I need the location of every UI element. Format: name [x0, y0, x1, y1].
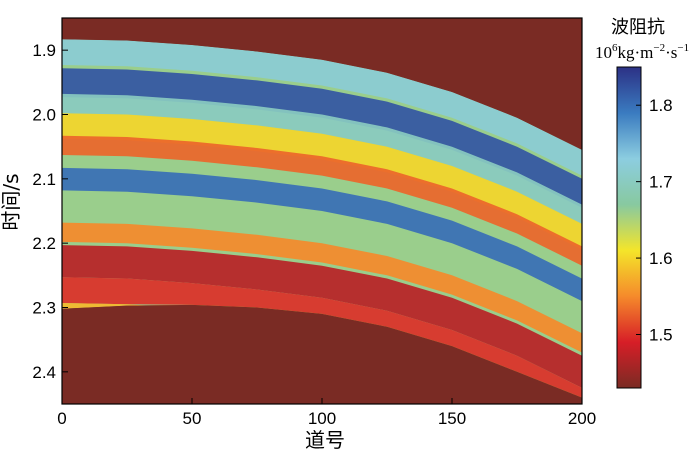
colorbar-ticks: 1.8 1.7 1.6 1.5 — [636, 96, 673, 345]
impedance-layer-9 — [62, 277, 582, 398]
x-tick-label: 150 — [438, 409, 466, 428]
impedance-layer-3 — [62, 113, 582, 250]
y-axis-label: 时间/s — [0, 173, 23, 230]
impedance-layer-7 — [62, 222, 582, 353]
unit-main: kg·m — [618, 43, 654, 62]
colorbar-tick-label: 1.5 — [649, 326, 673, 345]
x-tick-label: 50 — [183, 409, 202, 428]
colorbar-gradient — [616, 66, 642, 389]
impedance-layer-2 — [62, 93, 582, 224]
y-tick-label: 2.0 — [32, 106, 56, 125]
y-tick-label: 1.9 — [32, 41, 56, 60]
impedance-layer-1 — [62, 68, 582, 208]
unit-exp2: −2 — [653, 42, 665, 54]
unit-exp3: −1 — [677, 42, 689, 54]
y-axis-ticks: 1.9 2.0 2.1 2.2 2.3 2.4 — [32, 41, 68, 382]
colorbar-unit: 106kg·m−2·s−1 — [595, 42, 689, 62]
heatmap-layers — [62, 18, 582, 404]
colorbar-tick-label: 1.6 — [649, 249, 673, 268]
x-tick-label: 0 — [57, 409, 66, 428]
x-tick-label: 100 — [308, 409, 336, 428]
impedance-layer-5 — [62, 167, 582, 302]
above-section — [62, 18, 582, 150]
y-tick-label: 2.2 — [32, 234, 56, 253]
y-tick-label: 2.4 — [32, 363, 56, 382]
impedance-layer-4 — [62, 135, 582, 266]
x-axis-label: 道号 — [305, 428, 345, 452]
y-tick-label: 2.3 — [32, 299, 56, 318]
impedance-layer-0 — [62, 39, 582, 176]
x-axis-ticks: 0 50 100 150 200 — [57, 398, 596, 428]
colorbar-tick-label: 1.8 — [649, 96, 673, 115]
unit-base: 10 — [595, 43, 612, 62]
colorbar-title: 波阻抗 — [611, 17, 665, 38]
impedance-layer-8 — [62, 245, 582, 388]
below-section — [62, 304, 582, 404]
impedance-layer-6 — [62, 193, 582, 330]
colorbar: 波阻抗 106kg·m−2·s−1 1.8 1.7 1.6 1.5 — [595, 17, 689, 389]
colorbar-tick-label: 1.7 — [649, 173, 673, 192]
unit-exp: 6 — [612, 42, 618, 54]
unit-mid: ·s — [665, 43, 677, 62]
plot-area — [61, 17, 583, 405]
x-tick-label: 200 — [568, 409, 596, 428]
y-tick-label: 2.1 — [32, 170, 56, 189]
